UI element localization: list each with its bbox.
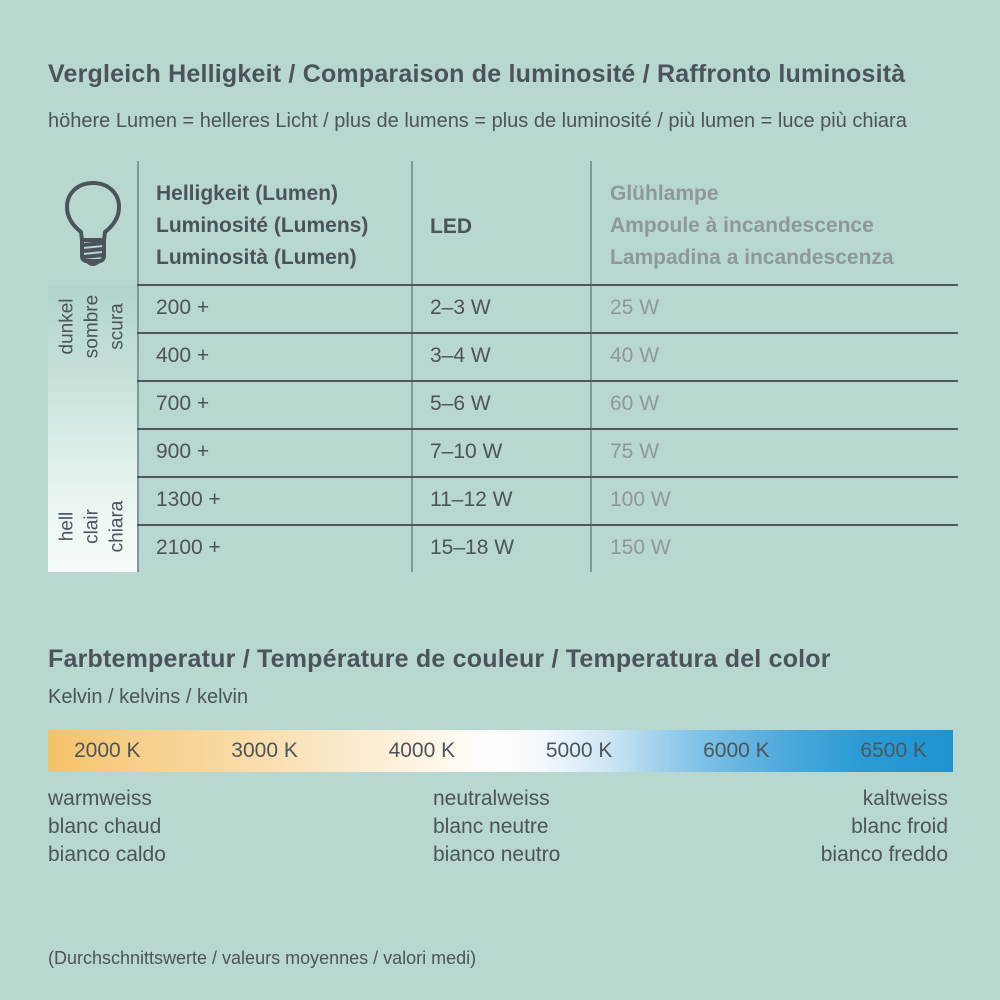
light-bulb-icon	[65, 181, 121, 266]
legend-neutral-it: bianco neutro	[433, 843, 561, 866]
legend-cold-it: bianco freddo	[820, 843, 948, 866]
header-lumen-de: Helligkeit (Lumen)	[156, 182, 339, 205]
row-5-incandescent: 100 W	[610, 488, 671, 511]
table-divider-1	[137, 161, 139, 572]
header-lumen: Helligkeit (Lumen) Luminosité (Lumens) L…	[156, 178, 368, 274]
row-2-led: 3–4 W	[430, 344, 491, 367]
scale-label-bright-de: hell	[56, 511, 78, 542]
row-4-led: 7–10 W	[430, 440, 503, 463]
row-2-incandescent: 40 W	[610, 344, 660, 367]
legend-cold-fr: blanc froid	[851, 815, 948, 838]
scale-label-bright-it: chiara	[106, 500, 128, 553]
footnote: (Durchschnittswerte / valeurs moyennes /…	[48, 948, 477, 968]
row-4-incandescent: 75 W	[610, 440, 660, 463]
header-incandescent: Glühlampe Ampoule à incandescence Lampad…	[610, 178, 894, 274]
legend-warm-it: bianco caldo	[48, 843, 166, 866]
row-5-lumen: 1300 +	[156, 488, 221, 511]
kelvin-label-4000: 4000 K	[388, 739, 456, 762]
temperature-title: Farbtemperatur / Température de couleur …	[48, 645, 831, 673]
header-incandescent-it: Lampadina a incandescenza	[610, 246, 894, 269]
row-6-incandescent: 150 W	[610, 536, 671, 559]
table-row-line-2	[137, 332, 958, 334]
row-2-lumen: 400 +	[156, 344, 210, 367]
kelvin-label-6500: 6500 K	[860, 739, 927, 762]
header-lumen-it: Luminosità (Lumen)	[156, 246, 357, 269]
row-3-led: 5–6 W	[430, 392, 491, 415]
row-5-led: 11–12 W	[430, 488, 513, 511]
scale-label-dark-it: scura	[106, 303, 128, 350]
kelvin-label-2000: 2000 K	[74, 739, 141, 762]
row-3-incandescent: 60 W	[610, 392, 660, 415]
legend-warm: warmweiss blanc chaud bianco caldo	[48, 785, 166, 869]
kelvin-label-5000: 5000 K	[545, 739, 613, 762]
header-led: LED	[430, 215, 472, 238]
brightness-title: Vergleich Helligkeit / Comparaison de lu…	[48, 60, 906, 88]
legend-neutral: neutralweiss blanc neutre bianco neutro	[433, 785, 560, 869]
scale-label-bright: hell clair chiara	[48, 467, 137, 587]
table-divider-2	[411, 161, 413, 572]
table-divider-3	[590, 161, 592, 572]
table-row-line-5	[137, 476, 958, 478]
scale-label-bright-fr: clair	[81, 509, 103, 544]
scale-label-dark-de: dunkel	[56, 298, 78, 355]
scale-label-dark-fr: sombre	[81, 294, 103, 359]
table-row-line-4	[137, 428, 958, 430]
legend-cold: kaltweiss blanc froid bianco freddo	[821, 785, 948, 869]
header-lumen-fr: Luminosité (Lumens)	[156, 214, 369, 237]
legend-warm-de: warmweiss	[48, 787, 152, 810]
row-4-lumen: 900 +	[156, 440, 210, 463]
kelvin-label-3000: 3000 K	[231, 739, 298, 762]
table-row-line-1	[137, 284, 958, 286]
row-1-led: 2–3 W	[430, 296, 491, 319]
header-incandescent-fr: Ampoule à incandescence	[610, 214, 874, 237]
kelvin-gradient-bar: 2000 K 3000 K 4000 K 5000 K 6000 K 6500 …	[48, 730, 953, 772]
header-incandescent-de: Glühlampe	[610, 182, 719, 205]
scale-label-dark: dunkel sombre scura	[48, 267, 137, 387]
row-3-lumen: 700 +	[156, 392, 210, 415]
row-1-incandescent: 25 W	[610, 296, 660, 319]
legend-warm-fr: blanc chaud	[48, 815, 162, 838]
table-row-line-6	[137, 524, 958, 526]
kelvin-label-6000: 6000 K	[703, 739, 770, 762]
row-6-led: 15–18 W	[430, 536, 515, 559]
brightness-subtitle: höhere Lumen = helleres Licht / plus de …	[48, 110, 907, 132]
legend-neutral-fr: blanc neutre	[433, 815, 549, 838]
legend-neutral-de: neutralweiss	[433, 787, 550, 810]
row-1-lumen: 200 +	[156, 296, 210, 319]
brightness-scale-strip	[48, 285, 137, 572]
legend-cold-de: kaltweiss	[862, 787, 948, 810]
row-6-lumen: 2100 +	[156, 536, 221, 559]
table-row-line-3	[137, 380, 958, 382]
temperature-subtitle: Kelvin / kelvins / kelvin	[48, 686, 249, 708]
